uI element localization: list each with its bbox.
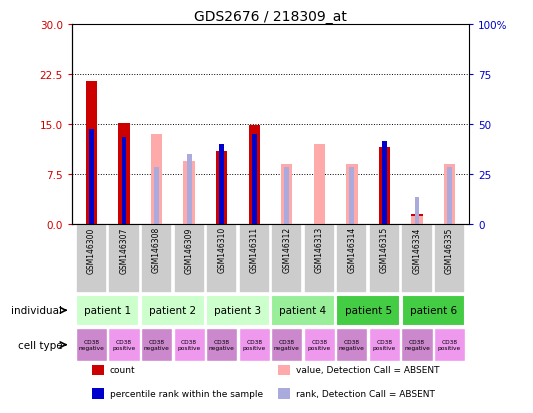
Bar (92, 388, 104, 399)
Text: GSM146334: GSM146334 (413, 227, 422, 273)
Bar (336, 328, 367, 361)
Bar (401, 328, 433, 361)
Bar (369, 328, 400, 361)
Text: patient 3: patient 3 (214, 306, 262, 316)
Text: CD38
positive: CD38 positive (438, 339, 461, 350)
Text: CD38
negative: CD38 negative (404, 339, 430, 350)
Bar (76, 225, 107, 293)
Bar (141, 328, 172, 361)
Text: rank, Detection Call = ABSENT: rank, Detection Call = ABSENT (296, 389, 435, 398)
Text: patient 4: patient 4 (279, 306, 327, 316)
Text: GSM146308: GSM146308 (152, 227, 161, 273)
Bar (434, 225, 465, 293)
Bar (271, 225, 302, 293)
Bar (76, 328, 107, 361)
Text: GSM146309: GSM146309 (184, 227, 193, 273)
Bar (216, 151, 228, 225)
Bar (174, 225, 205, 293)
Bar (252, 135, 257, 225)
Bar (336, 295, 400, 326)
Bar (206, 328, 237, 361)
Text: patient 5: patient 5 (344, 306, 392, 316)
Bar (174, 328, 205, 361)
Text: GSM146307: GSM146307 (119, 227, 128, 273)
Text: GSM146312: GSM146312 (282, 227, 291, 273)
Text: CD38
negative: CD38 negative (78, 339, 104, 350)
Text: count: count (110, 366, 135, 375)
Bar (336, 225, 367, 293)
Text: CD38
negative: CD38 negative (274, 339, 300, 350)
Bar (281, 165, 293, 225)
Text: percentile rank within the sample: percentile rank within the sample (110, 389, 263, 398)
Bar (271, 295, 335, 326)
Bar (304, 225, 335, 293)
Bar (415, 198, 419, 225)
Text: CD38
negative: CD38 negative (143, 339, 169, 350)
Bar (206, 225, 237, 293)
Bar (154, 168, 159, 225)
Text: CD38
negative: CD38 negative (339, 339, 365, 350)
Text: GSM146313: GSM146313 (315, 227, 324, 273)
Text: patient 2: patient 2 (149, 306, 197, 316)
Text: GSM146314: GSM146314 (348, 227, 357, 273)
Bar (239, 328, 270, 361)
Bar (271, 328, 302, 361)
Text: CD38
positive: CD38 positive (177, 339, 201, 350)
Bar (401, 225, 433, 293)
Bar (411, 217, 423, 225)
Bar (183, 161, 195, 225)
Text: patient 6: patient 6 (410, 306, 457, 316)
Bar (118, 123, 130, 225)
Text: GSM146335: GSM146335 (445, 227, 454, 273)
Text: cell type: cell type (18, 340, 62, 350)
Bar (444, 165, 455, 225)
Bar (239, 225, 270, 293)
Bar (108, 328, 140, 361)
Text: CD38
positive: CD38 positive (243, 339, 266, 350)
Bar (248, 126, 260, 225)
Bar (411, 215, 423, 225)
Bar (92, 365, 104, 375)
Bar (76, 295, 140, 326)
Bar (122, 138, 126, 225)
Bar (379, 148, 390, 225)
Bar (346, 165, 358, 225)
Bar (350, 168, 354, 225)
Bar (219, 145, 224, 225)
Bar (313, 145, 325, 225)
Bar (141, 295, 205, 326)
Bar (278, 388, 290, 399)
Text: CD38
positive: CD38 positive (308, 339, 331, 350)
Bar (108, 225, 140, 293)
Bar (187, 155, 191, 225)
Text: GSM146311: GSM146311 (250, 227, 259, 273)
Bar (86, 81, 97, 225)
Text: GSM146310: GSM146310 (217, 227, 226, 273)
Bar (434, 328, 465, 361)
Bar (151, 135, 162, 225)
Bar (369, 225, 400, 293)
Bar (447, 168, 452, 225)
Text: CD38
positive: CD38 positive (373, 339, 396, 350)
Title: GDS2676 / 218309_at: GDS2676 / 218309_at (194, 10, 347, 24)
Text: patient 1: patient 1 (84, 306, 131, 316)
Bar (382, 141, 387, 225)
Bar (278, 365, 290, 375)
Bar (141, 225, 172, 293)
Text: value, Detection Call = ABSENT: value, Detection Call = ABSENT (296, 366, 440, 375)
Bar (284, 168, 289, 225)
Text: GSM146300: GSM146300 (87, 227, 96, 273)
Bar (206, 295, 270, 326)
Bar (401, 295, 465, 326)
Text: CD38
positive: CD38 positive (112, 339, 136, 350)
Text: GSM146315: GSM146315 (380, 227, 389, 273)
Bar (304, 328, 335, 361)
Text: CD38
negative: CD38 negative (209, 339, 235, 350)
Bar (89, 129, 94, 225)
Text: individual: individual (11, 306, 62, 316)
